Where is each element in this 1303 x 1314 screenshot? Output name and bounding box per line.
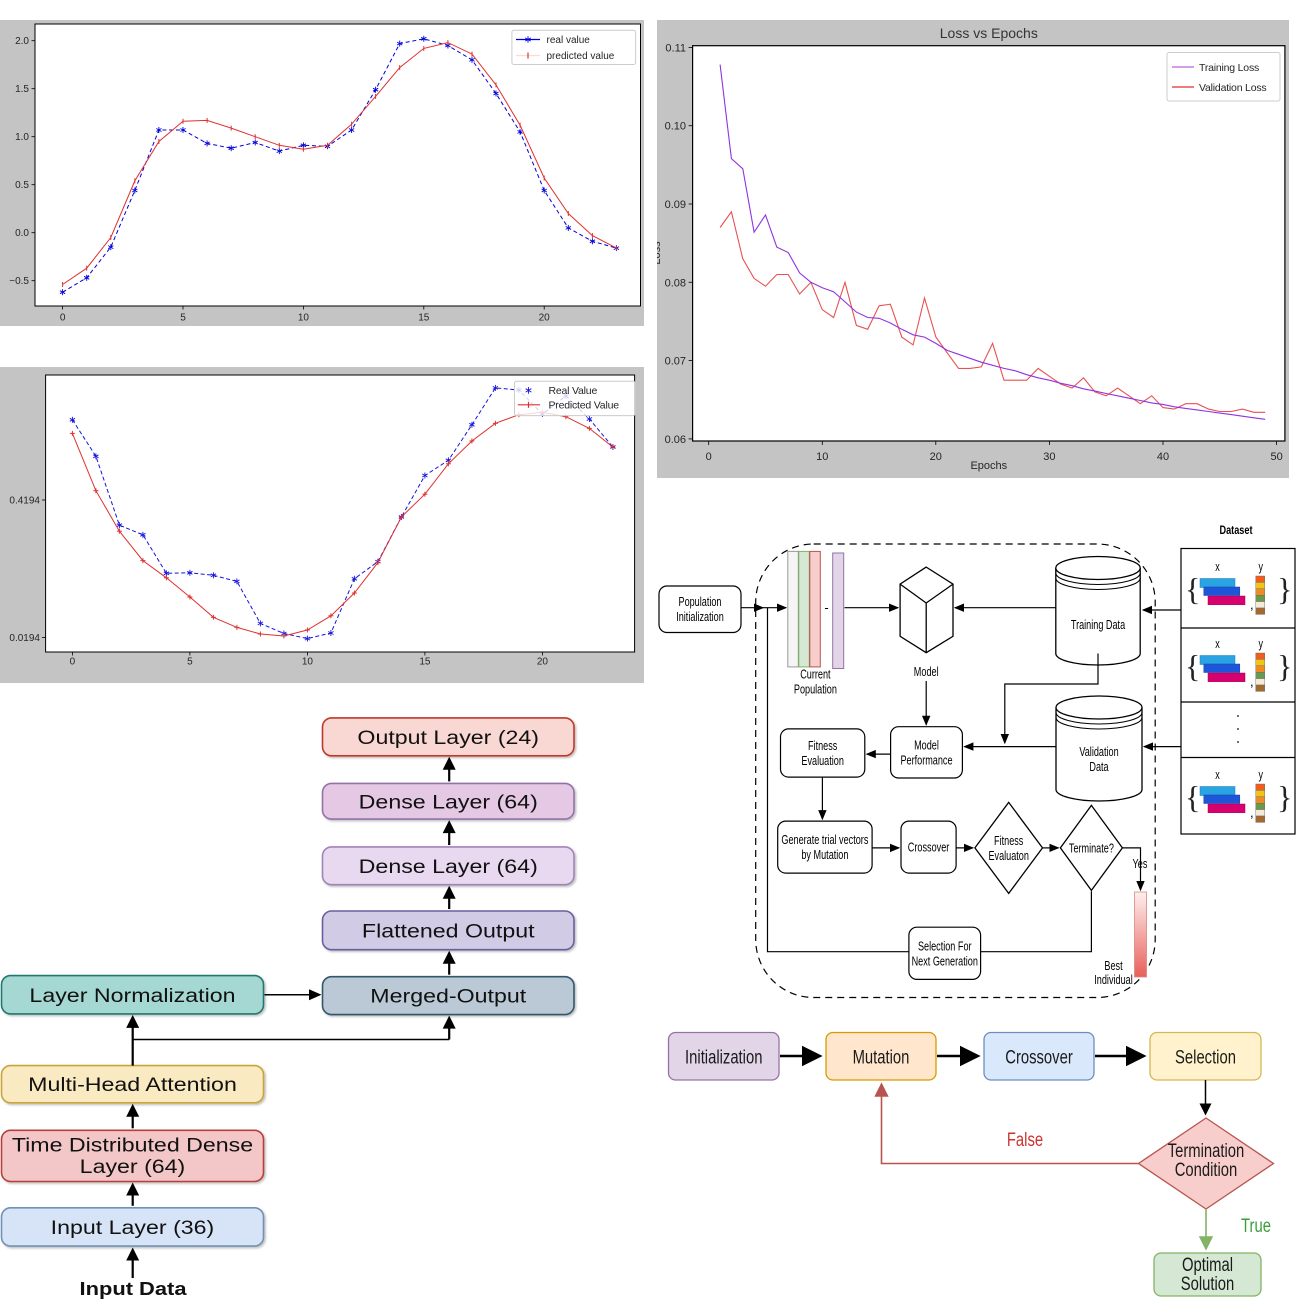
svg-text:Termination: Termination bbox=[1168, 1141, 1245, 1162]
svg-text:0: 0 bbox=[706, 451, 712, 463]
svg-text:Evaluation: Evaluation bbox=[801, 753, 844, 768]
svg-text:5: 5 bbox=[180, 313, 186, 324]
svg-text:Dataset: Dataset bbox=[1220, 523, 1253, 537]
svg-text:10: 10 bbox=[816, 451, 828, 463]
svg-text:{: { bbox=[1185, 779, 1200, 815]
svg-text:Real Value: Real Value bbox=[549, 385, 598, 397]
svg-text:Multi-Head Attention: Multi-Head Attention bbox=[28, 1075, 237, 1096]
svg-text:5: 5 bbox=[187, 657, 193, 668]
svg-text:}: } bbox=[1277, 648, 1292, 684]
svg-text:,: , bbox=[1250, 674, 1254, 689]
svg-text:1.0: 1.0 bbox=[15, 132, 29, 143]
svg-text:2.0: 2.0 bbox=[15, 36, 29, 47]
svg-text:10: 10 bbox=[302, 657, 314, 668]
svg-text:Initialization: Initialization bbox=[685, 1047, 762, 1068]
svg-text:Best: Best bbox=[1104, 958, 1122, 973]
svg-text:x: x bbox=[1215, 767, 1220, 782]
svg-text:Dense Layer (64): Dense Layer (64) bbox=[359, 857, 538, 878]
svg-text:real value: real value bbox=[547, 35, 591, 46]
svg-text:Fitness: Fitness bbox=[994, 833, 1024, 848]
svg-text:Mutation: Mutation bbox=[853, 1047, 910, 1068]
svg-text:Input Data: Input Data bbox=[80, 1279, 188, 1299]
svg-text:Epochs: Epochs bbox=[970, 460, 1007, 472]
svg-text:Validation Loss: Validation Loss bbox=[1199, 82, 1266, 94]
svg-text:x: x bbox=[1215, 636, 1220, 651]
svg-text:Selection For: Selection For bbox=[918, 938, 972, 953]
svg-text:50: 50 bbox=[1270, 451, 1282, 463]
svg-text:Selection: Selection bbox=[1175, 1047, 1236, 1068]
svg-text:0.0194: 0.0194 bbox=[9, 633, 40, 644]
svg-text:15: 15 bbox=[419, 657, 431, 668]
svg-text:0.06: 0.06 bbox=[665, 434, 686, 446]
svg-text:0.11: 0.11 bbox=[665, 42, 686, 54]
svg-text:40: 40 bbox=[1157, 451, 1169, 463]
svg-text:Predicted Value: Predicted Value bbox=[549, 400, 620, 412]
svg-text:Input Layer (36): Input Layer (36) bbox=[51, 1218, 215, 1239]
svg-text:Output Layer (24): Output Layer (24) bbox=[357, 728, 539, 749]
svg-text:by Mutation: by Mutation bbox=[801, 847, 848, 862]
svg-text:Initialization: Initialization bbox=[676, 609, 724, 624]
svg-text:False: False bbox=[1007, 1130, 1043, 1151]
svg-text:,: , bbox=[1250, 805, 1254, 820]
svg-text:Condition: Condition bbox=[1175, 1160, 1238, 1181]
svg-text:10: 10 bbox=[298, 313, 310, 324]
svg-text:Training Data: Training Data bbox=[1071, 617, 1126, 632]
svg-text:30: 30 bbox=[1043, 451, 1055, 463]
svg-text:20: 20 bbox=[539, 313, 551, 324]
svg-text:y: y bbox=[1259, 636, 1264, 651]
svg-text:y: y bbox=[1259, 767, 1264, 782]
svg-text:0.4194: 0.4194 bbox=[9, 496, 40, 507]
svg-text:Individual: Individual bbox=[1094, 972, 1133, 987]
svg-text:20: 20 bbox=[537, 657, 549, 668]
svg-text:True: True bbox=[1241, 1216, 1271, 1237]
svg-text:Flattened Output: Flattened Output bbox=[362, 921, 535, 942]
svg-text:Population: Population bbox=[679, 594, 722, 609]
svg-text:Merged-Output: Merged-Output bbox=[370, 987, 527, 1008]
svg-text:Population: Population bbox=[794, 682, 837, 697]
svg-text:y: y bbox=[1259, 559, 1264, 574]
svg-text:Performance: Performance bbox=[900, 752, 952, 767]
svg-text:Solution: Solution bbox=[1181, 1274, 1235, 1295]
svg-text:0: 0 bbox=[60, 313, 66, 324]
svg-text:-: - bbox=[824, 600, 828, 615]
svg-text:Crossover: Crossover bbox=[908, 840, 950, 855]
svg-text:−0.5: −0.5 bbox=[9, 276, 29, 287]
svg-text:,: , bbox=[1250, 597, 1254, 612]
svg-text:}: } bbox=[1277, 779, 1292, 815]
svg-text:Fitness: Fitness bbox=[808, 738, 838, 753]
svg-text:Evaluaton: Evaluaton bbox=[988, 848, 1028, 863]
svg-text:0.07: 0.07 bbox=[665, 356, 686, 368]
svg-text:x: x bbox=[1215, 559, 1220, 574]
svg-text:Layer (64): Layer (64) bbox=[80, 1157, 186, 1178]
svg-text:Layer Normalization: Layer Normalization bbox=[29, 986, 235, 1007]
svg-text:Training Loss: Training Loss bbox=[1199, 62, 1259, 74]
svg-text:Model: Model bbox=[914, 664, 939, 679]
svg-text:}: } bbox=[1277, 571, 1292, 607]
svg-text:1.5: 1.5 bbox=[15, 84, 29, 95]
svg-text:Terminate?: Terminate? bbox=[1069, 840, 1114, 855]
svg-text:0.0: 0.0 bbox=[15, 228, 29, 239]
svg-text:20: 20 bbox=[930, 451, 942, 463]
svg-text:Loss: Loss bbox=[657, 241, 663, 265]
svg-text:Dense Layer (64): Dense Layer (64) bbox=[359, 792, 538, 813]
svg-text:Model: Model bbox=[914, 737, 939, 752]
svg-text:15: 15 bbox=[418, 313, 430, 324]
svg-text:{: { bbox=[1185, 571, 1200, 607]
svg-text:{: { bbox=[1185, 648, 1200, 684]
svg-text:Next Generation: Next Generation bbox=[912, 953, 978, 968]
svg-text:Current: Current bbox=[800, 667, 831, 682]
svg-text:Loss vs Epochs: Loss vs Epochs bbox=[940, 25, 1038, 41]
svg-text:0: 0 bbox=[70, 657, 76, 668]
svg-text:predicted value: predicted value bbox=[547, 51, 615, 62]
svg-text:Data: Data bbox=[1089, 759, 1109, 774]
svg-text:0.08: 0.08 bbox=[665, 277, 686, 289]
svg-text:0.10: 0.10 bbox=[665, 121, 686, 133]
svg-text:Crossover: Crossover bbox=[1005, 1047, 1073, 1068]
svg-text:Optimal: Optimal bbox=[1182, 1255, 1233, 1276]
svg-text:0.09: 0.09 bbox=[665, 199, 686, 211]
svg-text:0.5: 0.5 bbox=[15, 180, 29, 191]
svg-text:Time Distributed Dense: Time Distributed Dense bbox=[12, 1135, 253, 1156]
svg-text:Validation: Validation bbox=[1079, 744, 1118, 759]
svg-text:Generate trial vectors: Generate trial vectors bbox=[781, 832, 868, 847]
